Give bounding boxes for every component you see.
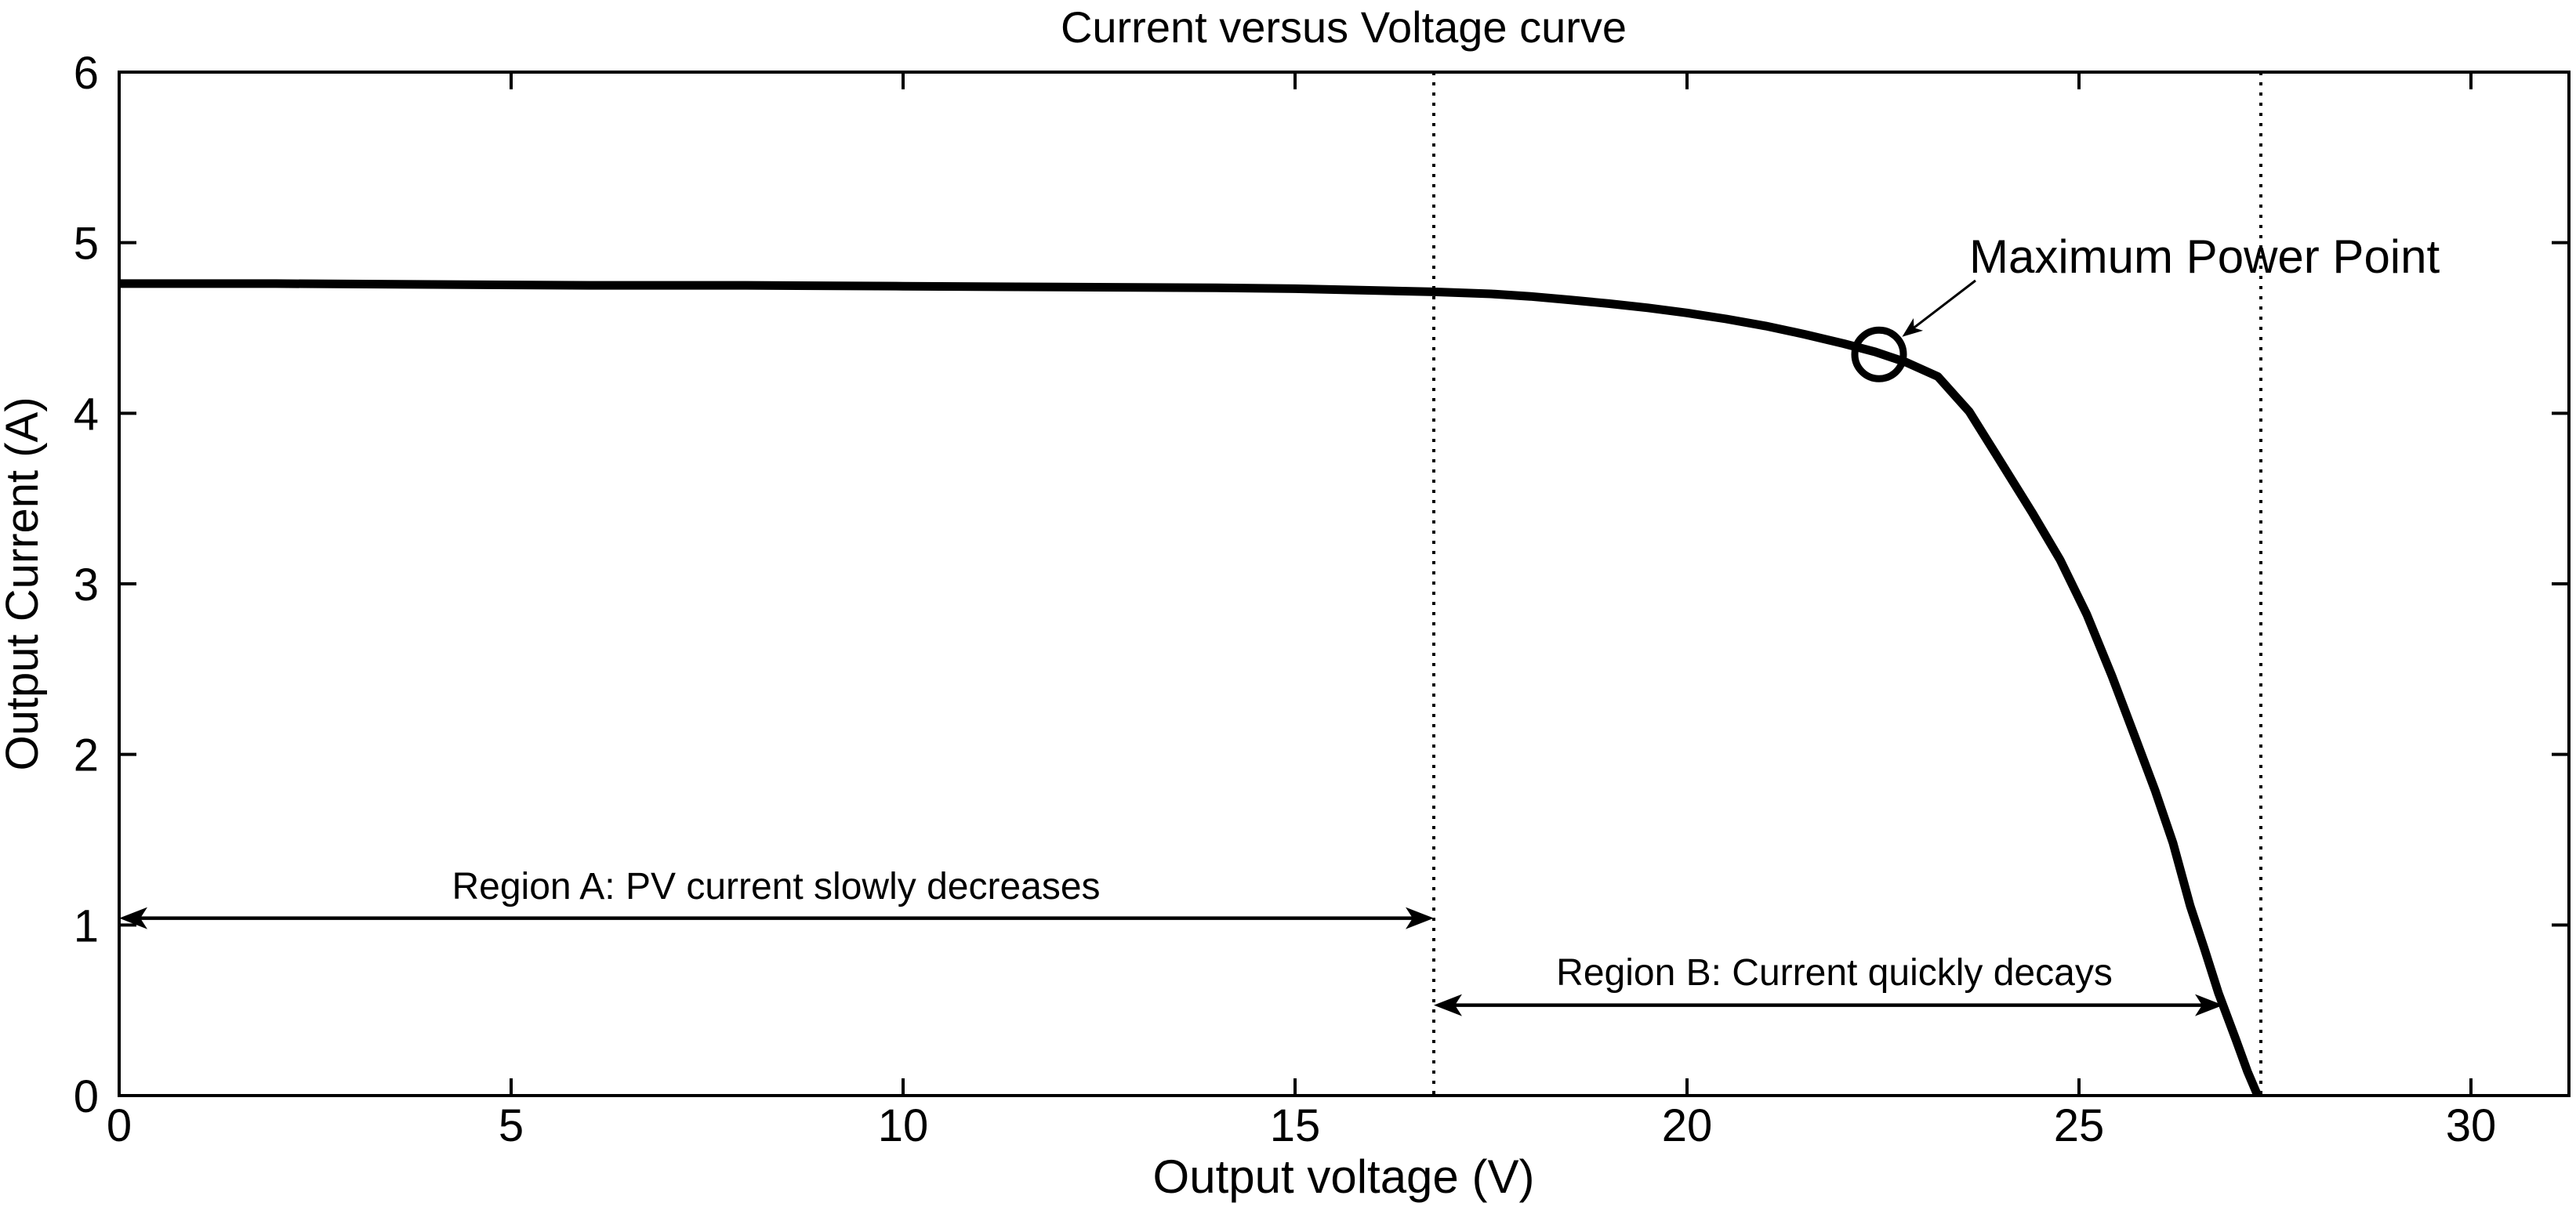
mpp-arrow-head — [1902, 318, 1924, 337]
region-a-arrow-head — [1406, 907, 1434, 929]
x-tick-label: 20 — [1662, 1100, 1713, 1151]
mpp-arrow-shaft — [1913, 279, 1976, 329]
iv-curve-path — [119, 279, 2262, 1098]
x-tick-label: 0 — [107, 1100, 132, 1151]
x-tick-label: 5 — [499, 1100, 524, 1151]
x-axis-label: Output voltage (V) — [1153, 1150, 1535, 1203]
region-arrows — [119, 907, 2223, 1016]
x-tick-label: 25 — [2054, 1100, 2105, 1151]
y-tick-label: 5 — [74, 219, 99, 270]
y-tick-label: 0 — [74, 1071, 99, 1122]
y-tick-label: 4 — [74, 389, 99, 440]
region-b-label: Region B: Current quickly decays — [1556, 952, 2113, 994]
chart-title: Current versus Voltage curve — [1061, 2, 1627, 52]
y-tick-label: 2 — [74, 730, 99, 781]
iv-curve-series — [119, 279, 2262, 1098]
x-tick-labels: 0 5 10 15 20 25 30 — [107, 1100, 2496, 1151]
y-tick-labels: 0 1 2 3 4 5 6 — [74, 48, 99, 1122]
x-tick-label: 15 — [1270, 1100, 1321, 1151]
mpp-annotation-arrow — [1902, 279, 1976, 337]
axis-ticks — [118, 71, 2569, 1097]
y-tick-label: 6 — [74, 48, 99, 99]
region-b-arrow-head — [2195, 994, 2223, 1016]
mpp-annotation-label: Maximum Power Point — [1969, 230, 2440, 283]
x-tick-label: 30 — [2446, 1100, 2497, 1151]
x-tick-label: 10 — [878, 1100, 929, 1151]
region-a-arrow-head — [119, 907, 147, 929]
mpp-circle-marker — [1851, 326, 1907, 382]
y-tick-label: 3 — [74, 560, 99, 610]
y-axis-label: Output Current (A) — [0, 397, 48, 770]
mpp-marker-circle — [1851, 326, 1907, 382]
region-a-label: Region A: PV current slowly decreases — [452, 866, 1100, 908]
region-boundary-lines — [1432, 72, 2262, 1096]
region-b-arrow-head — [1434, 994, 1462, 1016]
y-tick-label: 1 — [74, 900, 99, 951]
